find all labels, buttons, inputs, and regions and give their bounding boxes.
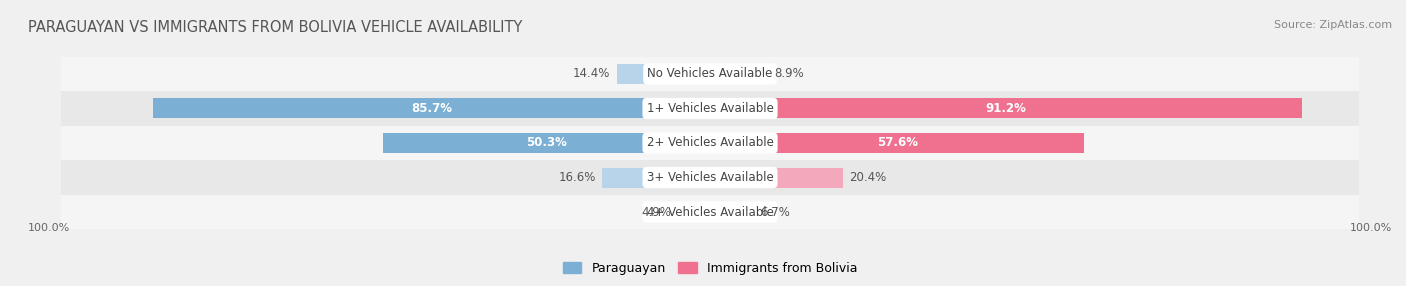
Bar: [384, 133, 710, 153]
Bar: [60, 91, 1360, 126]
Bar: [710, 98, 1302, 118]
Text: 85.7%: 85.7%: [411, 102, 453, 115]
Text: PARAGUAYAN VS IMMIGRANTS FROM BOLIVIA VEHICLE AVAILABILITY: PARAGUAYAN VS IMMIGRANTS FROM BOLIVIA VE…: [28, 20, 523, 35]
Text: 6.7%: 6.7%: [761, 206, 790, 219]
Bar: [616, 64, 710, 84]
Text: 4.9%: 4.9%: [641, 206, 672, 219]
Bar: [602, 168, 710, 188]
Text: 50.3%: 50.3%: [526, 136, 567, 150]
Text: Source: ZipAtlas.com: Source: ZipAtlas.com: [1274, 20, 1392, 30]
Text: 3+ Vehicles Available: 3+ Vehicles Available: [647, 171, 773, 184]
Text: 1+ Vehicles Available: 1+ Vehicles Available: [647, 102, 773, 115]
Text: 91.2%: 91.2%: [986, 102, 1026, 115]
Legend: Paraguayan, Immigrants from Bolivia: Paraguayan, Immigrants from Bolivia: [558, 257, 862, 279]
Text: 20.4%: 20.4%: [849, 171, 886, 184]
Bar: [710, 168, 842, 188]
Text: 2+ Vehicles Available: 2+ Vehicles Available: [647, 136, 773, 150]
Text: 57.6%: 57.6%: [876, 136, 918, 150]
Text: 100.0%: 100.0%: [1350, 223, 1392, 233]
Bar: [678, 202, 710, 222]
Text: 4+ Vehicles Available: 4+ Vehicles Available: [647, 206, 773, 219]
Text: No Vehicles Available: No Vehicles Available: [647, 67, 773, 80]
Text: 14.4%: 14.4%: [572, 67, 610, 80]
Bar: [153, 98, 710, 118]
Bar: [60, 57, 1360, 91]
Bar: [60, 195, 1360, 229]
Bar: [710, 202, 754, 222]
Bar: [60, 160, 1360, 195]
Text: 8.9%: 8.9%: [775, 67, 804, 80]
Text: 100.0%: 100.0%: [28, 223, 70, 233]
Bar: [60, 126, 1360, 160]
Text: 16.6%: 16.6%: [558, 171, 596, 184]
Bar: [710, 133, 1084, 153]
Bar: [710, 64, 768, 84]
